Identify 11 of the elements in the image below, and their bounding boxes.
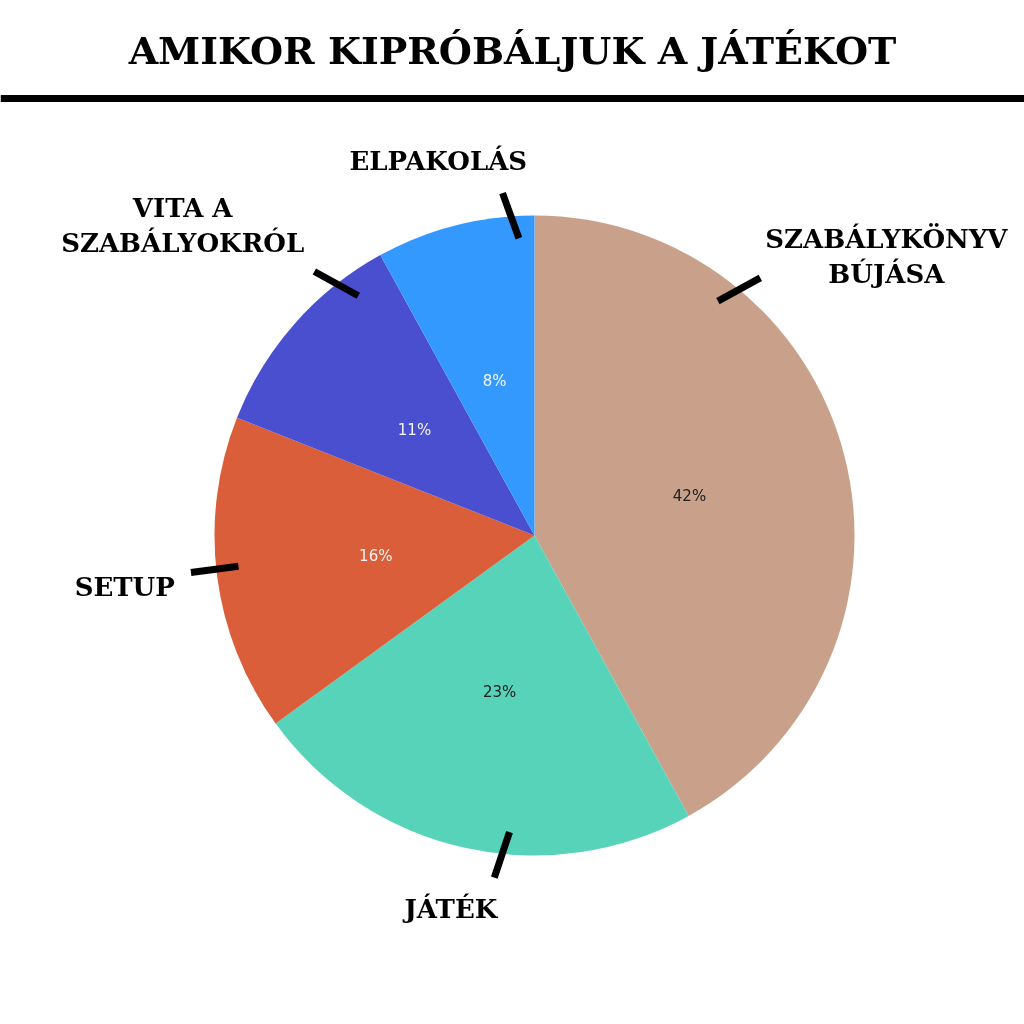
- chart-title: AMIKOR KIPRÓBÁLJUK A JÁTÉKOT: [127, 28, 897, 73]
- slice-label: SZABÁLYKÖNYV BÚJÁSA: [765, 223, 1009, 289]
- data-label: 8%: [482, 371, 507, 390]
- data-label: 16%: [359, 546, 393, 565]
- data-label: 42%: [672, 486, 707, 505]
- data-label: 11%: [397, 420, 432, 439]
- data-label: 23%: [482, 682, 517, 701]
- slice-label: JÁTÉK: [402, 893, 499, 925]
- slice-label: ELPAKOLÁS: [349, 144, 528, 176]
- slice-label: VITA A SZABÁLYOKRÓL: [61, 193, 305, 258]
- slice-label: SETUP: [74, 572, 175, 603]
